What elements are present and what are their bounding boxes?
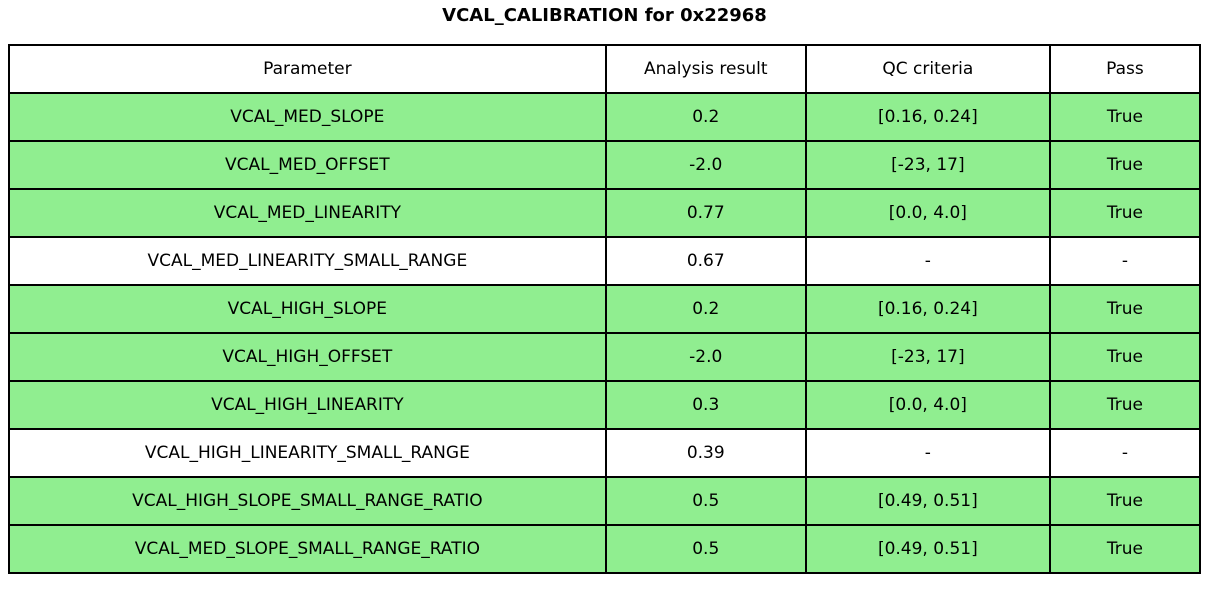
pass-cell: - bbox=[1048, 236, 1202, 286]
analysis-result-cell: 0.3 bbox=[604, 380, 807, 430]
header-row: Parameter Analysis result QC criteria Pa… bbox=[8, 44, 1202, 94]
analysis-result-cell: 0.5 bbox=[604, 476, 807, 526]
pass-cell: - bbox=[1048, 428, 1202, 478]
qc-criteria-cell: [-23, 17] bbox=[804, 332, 1051, 382]
col-header-qc-criteria: QC criteria bbox=[804, 44, 1051, 94]
qc-table-body: VCAL_MED_SLOPE 0.2 [0.16, 0.24] True VCA… bbox=[8, 92, 1202, 574]
table-row: VCAL_HIGH_LINEARITY 0.3 [0.0, 4.0] True bbox=[8, 380, 1202, 430]
analysis-result-cell: 0.39 bbox=[604, 428, 807, 478]
col-header-parameter: Parameter bbox=[8, 44, 607, 94]
table-row: VCAL_MED_LINEARITY 0.77 [0.0, 4.0] True bbox=[8, 188, 1202, 238]
analysis-result-cell: 0.2 bbox=[604, 92, 807, 142]
qc-criteria-cell: [0.16, 0.24] bbox=[804, 92, 1051, 142]
qc-table: Parameter Analysis result QC criteria Pa… bbox=[8, 44, 1202, 574]
table-row: VCAL_HIGH_SLOPE 0.2 [0.16, 0.24] True bbox=[8, 284, 1202, 334]
table-row: VCAL_HIGH_SLOPE_SMALL_RANGE_RATIO 0.5 [0… bbox=[8, 476, 1202, 526]
pass-cell: True bbox=[1048, 476, 1202, 526]
qc-criteria-cell: - bbox=[804, 428, 1051, 478]
col-header-analysis-result: Analysis result bbox=[604, 44, 807, 94]
parameter-cell: VCAL_HIGH_LINEARITY_SMALL_RANGE bbox=[8, 428, 607, 478]
parameter-cell: VCAL_MED_LINEARITY bbox=[8, 188, 607, 238]
table-row: VCAL_MED_SLOPE_SMALL_RANGE_RATIO 0.5 [0.… bbox=[8, 524, 1202, 574]
qc-criteria-cell: [0.49, 0.51] bbox=[804, 476, 1051, 526]
parameter-cell: VCAL_MED_SLOPE_SMALL_RANGE_RATIO bbox=[8, 524, 607, 574]
analysis-result-cell: 0.2 bbox=[604, 284, 807, 334]
pass-cell: True bbox=[1048, 524, 1202, 574]
parameter-cell: VCAL_MED_LINEARITY_SMALL_RANGE bbox=[8, 236, 607, 286]
col-header-pass: Pass bbox=[1048, 44, 1202, 94]
analysis-result-cell: -2.0 bbox=[604, 140, 807, 190]
parameter-cell: VCAL_HIGH_LINEARITY bbox=[8, 380, 607, 430]
parameter-cell: VCAL_HIGH_SLOPE bbox=[8, 284, 607, 334]
qc-criteria-cell: [0.0, 4.0] bbox=[804, 380, 1051, 430]
analysis-result-cell: 0.77 bbox=[604, 188, 807, 238]
parameter-cell: VCAL_HIGH_SLOPE_SMALL_RANGE_RATIO bbox=[8, 476, 607, 526]
table-row: VCAL_HIGH_OFFSET -2.0 [-23, 17] True bbox=[8, 332, 1202, 382]
qc-criteria-cell: [0.0, 4.0] bbox=[804, 188, 1051, 238]
qc-criteria-cell: [-23, 17] bbox=[804, 140, 1051, 190]
pass-cell: True bbox=[1048, 140, 1202, 190]
figure-title: VCAL_CALIBRATION for 0x22968 bbox=[442, 5, 767, 26]
parameter-cell: VCAL_MED_SLOPE bbox=[8, 92, 607, 142]
parameter-cell: VCAL_MED_OFFSET bbox=[8, 140, 607, 190]
table-row: VCAL_HIGH_LINEARITY_SMALL_RANGE 0.39 - - bbox=[8, 428, 1202, 478]
analysis-result-cell: 0.67 bbox=[604, 236, 807, 286]
pass-cell: True bbox=[1048, 188, 1202, 238]
analysis-result-cell: -2.0 bbox=[604, 332, 807, 382]
parameter-cell: VCAL_HIGH_OFFSET bbox=[8, 332, 607, 382]
pass-cell: True bbox=[1048, 380, 1202, 430]
pass-cell: True bbox=[1048, 284, 1202, 334]
qc-criteria-cell: [0.49, 0.51] bbox=[804, 524, 1051, 574]
qc-criteria-cell: [0.16, 0.24] bbox=[804, 284, 1051, 334]
pass-cell: True bbox=[1048, 332, 1202, 382]
analysis-result-cell: 0.5 bbox=[604, 524, 807, 574]
qc-criteria-cell: - bbox=[804, 236, 1051, 286]
pass-cell: True bbox=[1048, 92, 1202, 142]
table-row: VCAL_MED_LINEARITY_SMALL_RANGE 0.67 - - bbox=[8, 236, 1202, 286]
table-row: VCAL_MED_OFFSET -2.0 [-23, 17] True bbox=[8, 140, 1202, 190]
table-row: VCAL_MED_SLOPE 0.2 [0.16, 0.24] True bbox=[8, 92, 1202, 142]
